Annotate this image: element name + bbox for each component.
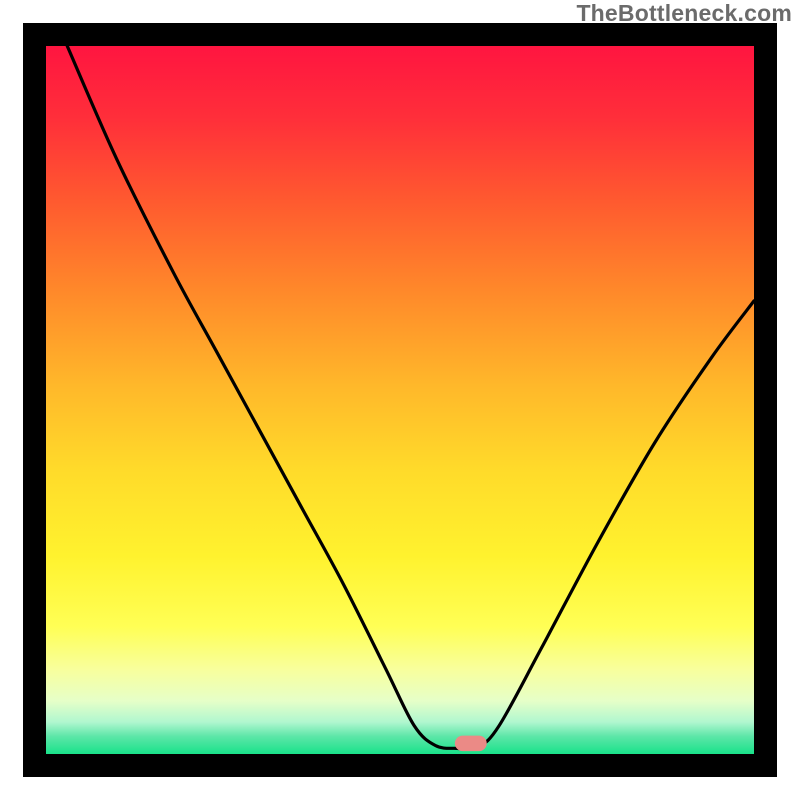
chart-svg [0,0,800,800]
gradient-background [46,46,754,754]
optimum-marker [455,736,487,752]
chart-root: TheBottleneck.com [0,0,800,800]
watermark-text: TheBottleneck.com [576,0,792,27]
